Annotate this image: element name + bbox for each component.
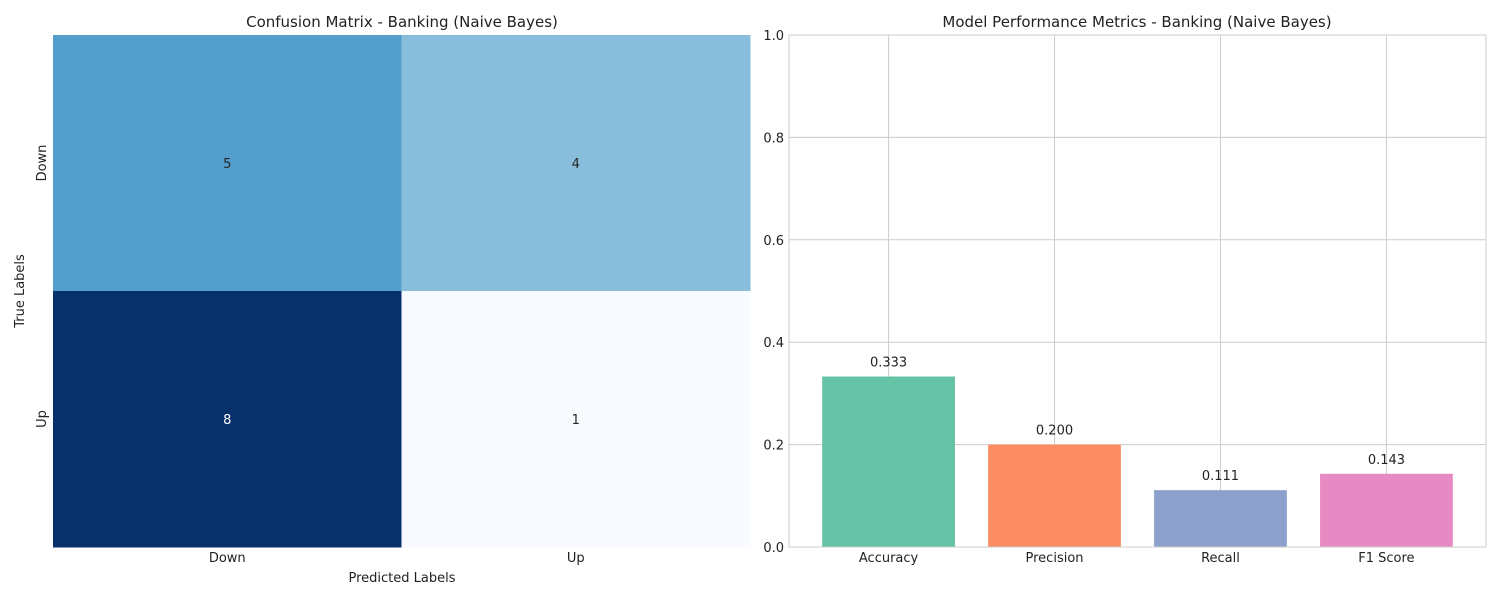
bar-value-label: 0.333 <box>870 356 907 371</box>
heatmap-y-tick-label: Up <box>35 410 50 428</box>
bar-value-label: 0.200 <box>1036 424 1073 439</box>
heatmap-cell-value: 1 <box>572 413 580 428</box>
heatmap-x-tick-label: Down <box>209 551 246 566</box>
heatmap-cell <box>53 35 402 292</box>
heatmap-y-axis-label: True Labels <box>13 254 28 329</box>
bar-value-label: 0.111 <box>1202 469 1239 484</box>
heatmap-x-axis-label: Predicted Labels <box>348 571 455 586</box>
bar-chart-title: Model Performance Metrics - Banking (Nai… <box>942 13 1331 31</box>
heatmap-cell-value: 8 <box>223 413 231 428</box>
bar-chart-y-tick-label: 0.8 <box>763 131 784 146</box>
bar-chart-y-tick-label: 0.4 <box>763 336 784 351</box>
bar-chart-x-tick-label: Accuracy <box>859 551 919 566</box>
bar-precision <box>988 444 1121 547</box>
bar-chart-y-tick-label: 0.2 <box>763 439 784 454</box>
bar-value-label: 0.143 <box>1368 453 1405 468</box>
bar-accuracy <box>822 376 955 547</box>
confusion-matrix-chart: Confusion Matrix - Banking (Naive Bayes)… <box>13 13 751 586</box>
heatmap-cell <box>401 35 751 292</box>
bar-chart-y-tick-label: 0.6 <box>763 234 784 249</box>
bar-chart-x-tick-label: Recall <box>1201 551 1240 566</box>
bar-chart-x-tick-label: Precision <box>1026 551 1084 566</box>
heatmap-cell-value: 4 <box>572 157 580 172</box>
heatmap-cell <box>401 291 751 548</box>
heatmap-cell-value: 5 <box>223 157 231 172</box>
bar-chart-y-tick-label: 1.0 <box>763 29 784 44</box>
bar-chart-y-tick-label: 0.0 <box>763 541 784 556</box>
heatmap-title: Confusion Matrix - Banking (Naive Bayes) <box>246 13 558 31</box>
heatmap-y-tick-label: Down <box>35 145 50 182</box>
heatmap-x-tick-label: Up <box>567 551 585 566</box>
bar-f1-score <box>1320 473 1453 547</box>
heatmap-cell <box>53 291 402 548</box>
bar-chart-x-tick-label: F1 Score <box>1358 551 1414 566</box>
bar-recall <box>1154 490 1287 547</box>
bar-chart-frame <box>788 34 1487 548</box>
metrics-bar-chart: Model Performance Metrics - Banking (Nai… <box>763 13 1487 566</box>
